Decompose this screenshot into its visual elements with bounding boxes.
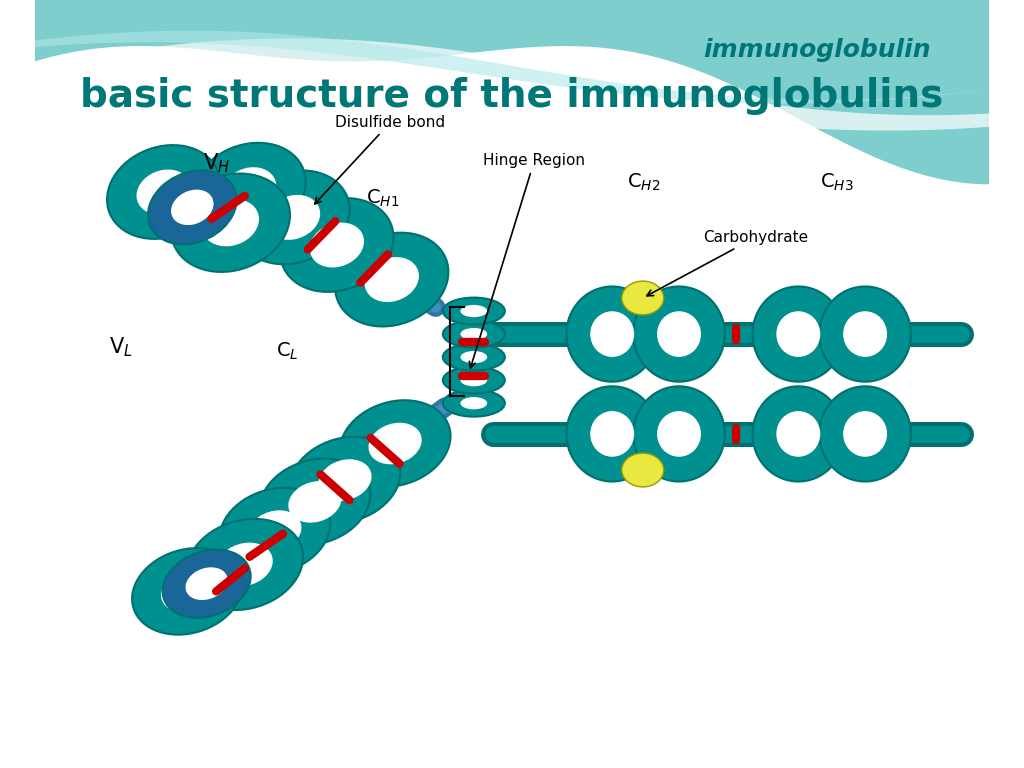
Ellipse shape bbox=[340, 400, 451, 487]
Ellipse shape bbox=[753, 386, 844, 482]
Ellipse shape bbox=[163, 550, 251, 617]
Ellipse shape bbox=[365, 257, 419, 302]
Ellipse shape bbox=[237, 170, 349, 264]
Text: basic structure of the immunoglobulins: basic structure of the immunoglobulins bbox=[80, 77, 944, 115]
Ellipse shape bbox=[318, 459, 372, 501]
Ellipse shape bbox=[442, 390, 505, 417]
Ellipse shape bbox=[590, 311, 634, 357]
Text: Hinge Region: Hinge Region bbox=[469, 153, 586, 368]
Ellipse shape bbox=[335, 233, 449, 326]
Circle shape bbox=[622, 453, 664, 487]
Ellipse shape bbox=[819, 386, 911, 482]
Ellipse shape bbox=[461, 305, 487, 317]
Ellipse shape bbox=[148, 170, 237, 244]
Ellipse shape bbox=[185, 568, 227, 600]
Ellipse shape bbox=[461, 397, 487, 409]
Text: Carbohydrate: Carbohydrate bbox=[647, 230, 808, 296]
Ellipse shape bbox=[442, 321, 505, 348]
Ellipse shape bbox=[193, 143, 306, 237]
Text: V$_H$: V$_H$ bbox=[203, 151, 229, 174]
Ellipse shape bbox=[369, 422, 422, 465]
Ellipse shape bbox=[461, 351, 487, 363]
Ellipse shape bbox=[248, 510, 301, 552]
Ellipse shape bbox=[843, 311, 887, 357]
Ellipse shape bbox=[266, 195, 321, 240]
Ellipse shape bbox=[819, 286, 911, 382]
Polygon shape bbox=[35, 38, 989, 131]
Ellipse shape bbox=[290, 437, 400, 523]
Ellipse shape bbox=[259, 458, 371, 545]
Ellipse shape bbox=[633, 386, 725, 482]
Ellipse shape bbox=[442, 298, 505, 325]
Ellipse shape bbox=[633, 286, 725, 382]
Ellipse shape bbox=[461, 374, 487, 386]
Ellipse shape bbox=[171, 190, 214, 225]
Ellipse shape bbox=[566, 386, 658, 482]
Polygon shape bbox=[35, 0, 989, 184]
Ellipse shape bbox=[161, 571, 214, 612]
Text: Disulfide bond: Disulfide bond bbox=[314, 114, 445, 204]
Ellipse shape bbox=[281, 198, 393, 292]
Ellipse shape bbox=[202, 199, 259, 247]
Text: C$_{H2}$: C$_{H2}$ bbox=[627, 172, 660, 194]
Ellipse shape bbox=[136, 170, 190, 214]
Polygon shape bbox=[35, 31, 989, 104]
Ellipse shape bbox=[776, 311, 820, 357]
Ellipse shape bbox=[657, 311, 701, 357]
Ellipse shape bbox=[590, 411, 634, 457]
Text: immunoglobulin: immunoglobulin bbox=[703, 38, 931, 62]
Circle shape bbox=[622, 281, 664, 315]
Ellipse shape bbox=[132, 548, 243, 634]
Ellipse shape bbox=[289, 481, 342, 523]
Ellipse shape bbox=[566, 286, 658, 382]
Ellipse shape bbox=[442, 344, 505, 371]
Text: C$_L$: C$_L$ bbox=[276, 341, 299, 362]
Ellipse shape bbox=[461, 328, 487, 340]
Ellipse shape bbox=[309, 223, 365, 267]
Text: C$_{H3}$: C$_{H3}$ bbox=[819, 172, 853, 194]
Ellipse shape bbox=[171, 174, 290, 272]
Ellipse shape bbox=[657, 411, 701, 457]
Ellipse shape bbox=[843, 411, 887, 457]
Text: V$_L$: V$_L$ bbox=[109, 336, 132, 359]
Ellipse shape bbox=[442, 367, 505, 393]
Ellipse shape bbox=[753, 286, 844, 382]
Ellipse shape bbox=[186, 519, 303, 610]
Ellipse shape bbox=[776, 411, 820, 457]
Text: C$_{H1}$: C$_{H1}$ bbox=[367, 187, 400, 209]
Ellipse shape bbox=[108, 145, 220, 239]
Ellipse shape bbox=[222, 167, 276, 212]
Ellipse shape bbox=[219, 488, 331, 574]
Ellipse shape bbox=[217, 543, 272, 586]
